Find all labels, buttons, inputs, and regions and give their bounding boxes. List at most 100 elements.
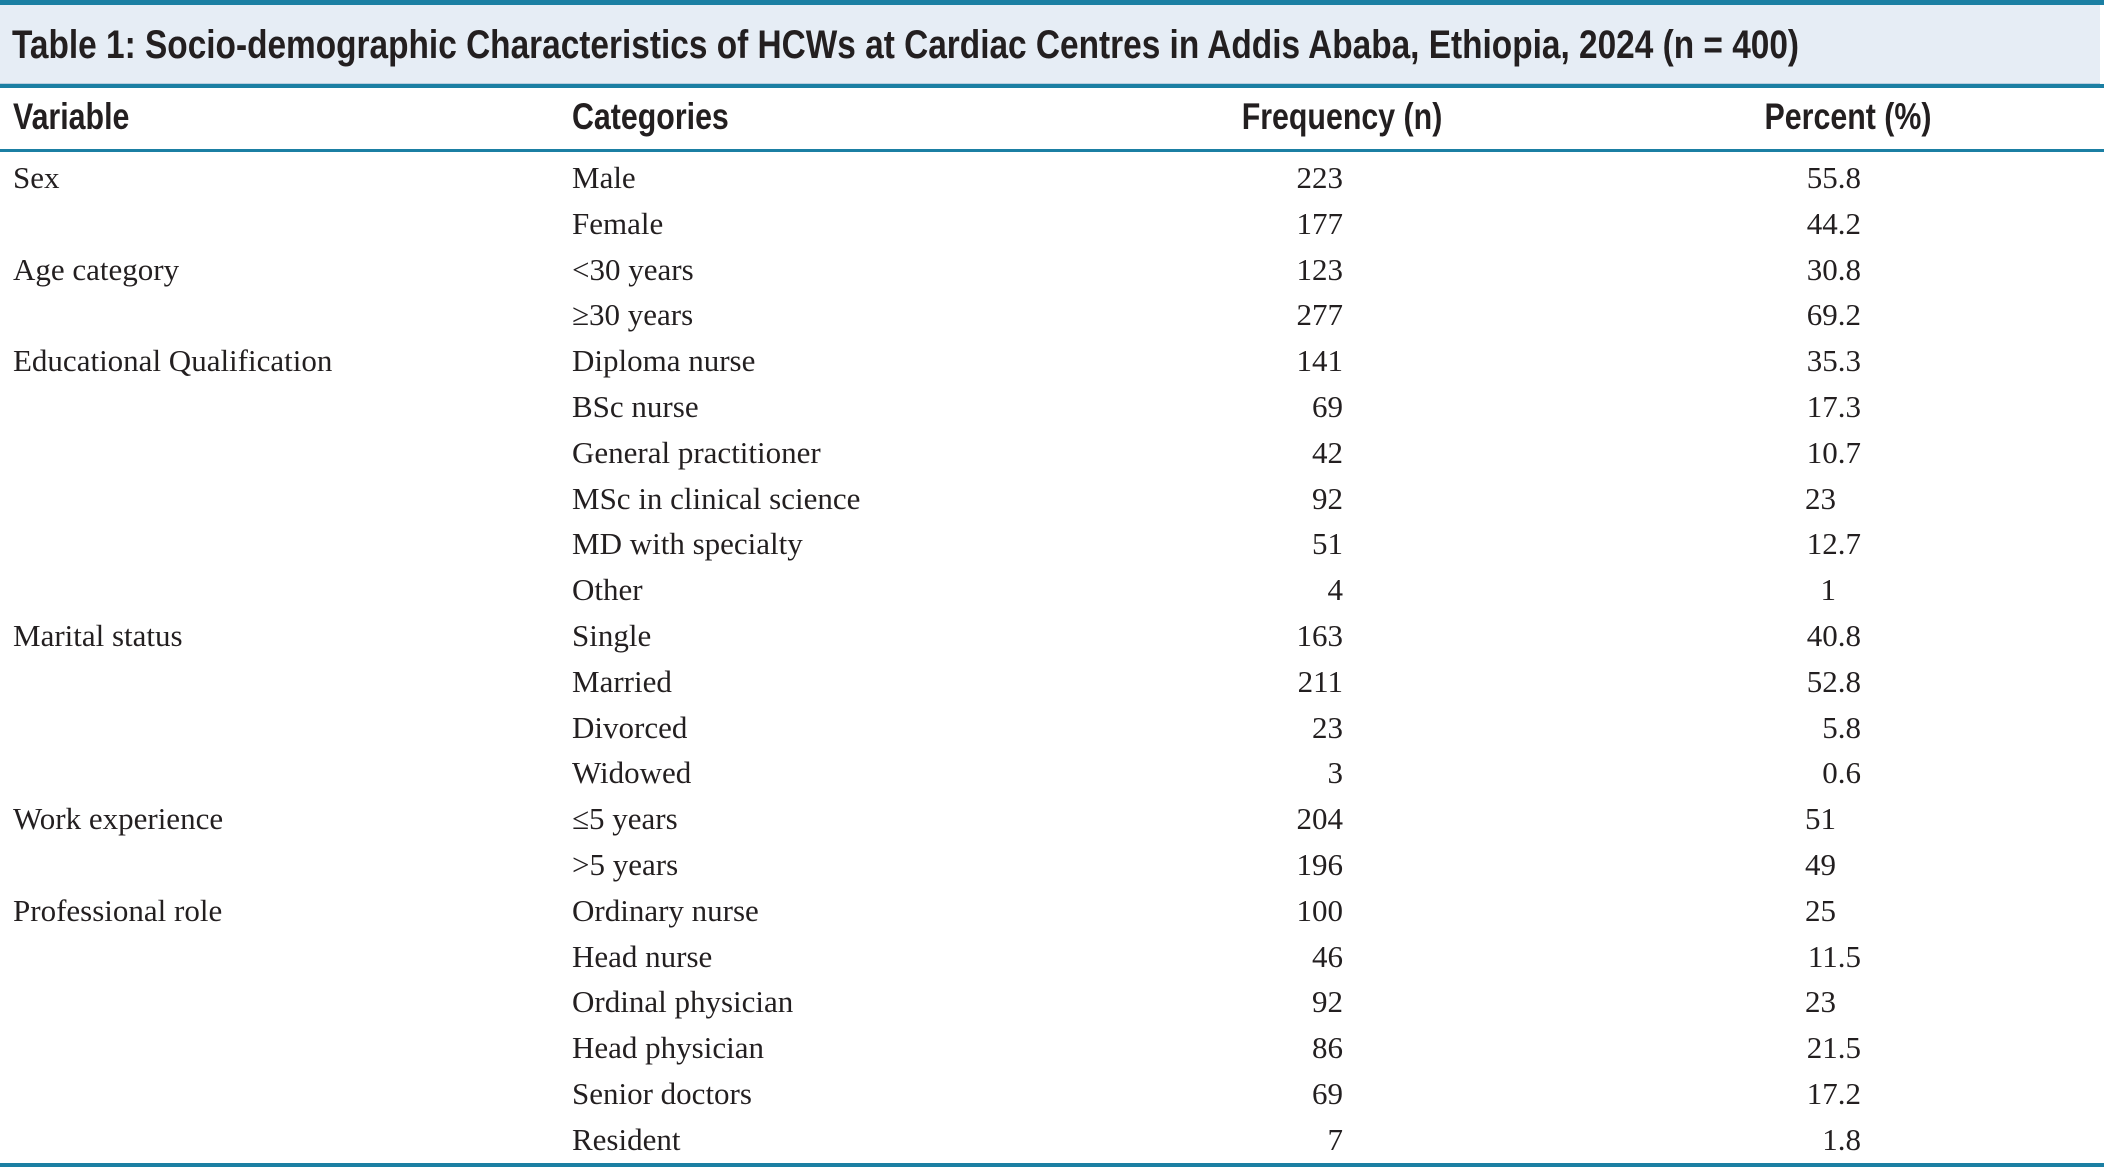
variable-cell: Professional role [13, 892, 223, 928]
percent-cell: 23 [1805, 984, 1836, 1020]
variable-cell: Educational Qualification [13, 343, 333, 379]
frequency-cell: 92 [1312, 984, 1343, 1020]
header-rule [0, 149, 2104, 152]
table-row: BSc nurse 69 17.3 [0, 384, 2104, 430]
frequency-cell: 51 [1312, 526, 1343, 562]
table-row: Head nurse 46 11.5 [0, 934, 2104, 980]
frequency-cell: 141 [1296, 343, 1344, 379]
percent-cell: 5.8 [1822, 709, 1861, 745]
frequency-cell: 204 [1296, 801, 1344, 837]
frequency-cell: 23 [1312, 709, 1343, 745]
table-row: Age category <30 years 123 30.8 [0, 247, 2104, 293]
table-row: General practitioner 42 10.7 [0, 430, 2104, 476]
table-title: Table 1: Socio-demographic Characteristi… [12, 23, 1800, 67]
category-cell: Ordinal physician [572, 984, 794, 1020]
frequency-cell: 223 [1296, 160, 1344, 195]
header-percent: Percent (%) [1764, 96, 1932, 137]
frequency-cell: 211 [1297, 663, 1343, 699]
top-rule [0, 0, 2104, 5]
table-row: MSc in clinical science 92 23 [0, 476, 2104, 522]
percent-cell: 21.5 [1806, 1030, 1861, 1066]
category-cell: Resident [572, 1121, 681, 1157]
category-cell: <30 years [572, 251, 694, 287]
table-row: Resident 7 1.8 [0, 1117, 2104, 1163]
percent-cell: 55.8 [1806, 160, 1861, 195]
table-row: Sex Male 223 55.8 [0, 155, 2104, 201]
table-row: Ordinal physician 92 23 [0, 979, 2104, 1025]
percent-cell: 52.8 [1806, 663, 1861, 699]
category-cell: Senior doctors [572, 1076, 752, 1111]
frequency-cell: 92 [1312, 480, 1343, 516]
variable-cell: Sex [13, 160, 60, 195]
frequency-cell: 69 [1312, 389, 1343, 424]
category-cell: Head physician [572, 1030, 764, 1066]
percent-cell: 17.2 [1806, 1076, 1861, 1111]
category-cell: MD with specialty [572, 526, 803, 562]
category-cell: >5 years [572, 847, 679, 882]
percent-cell: 35.3 [1806, 343, 1861, 379]
frequency-cell: 163 [1296, 618, 1344, 653]
table-row: Marital status Single 163 40.8 [0, 613, 2104, 659]
category-cell: Ordinary nurse [572, 892, 759, 928]
category-cell: Married [572, 663, 672, 699]
header-frequency: Frequency (n) [1241, 96, 1443, 137]
variable-cell: Age category [13, 251, 180, 287]
category-cell: ≥30 years [572, 297, 694, 333]
category-cell: Male [572, 160, 636, 195]
category-cell: ≤5 years [572, 801, 678, 837]
frequency-cell: 46 [1312, 938, 1343, 974]
table-row: Widowed 3 0.6 [0, 750, 2104, 796]
category-cell: Single [572, 618, 652, 653]
variable-cell: Work experience [13, 801, 224, 837]
percent-cell: 69.2 [1806, 297, 1861, 333]
frequency-cell: 196 [1296, 847, 1344, 882]
percent-cell: 1 [1820, 572, 1837, 608]
category-cell: Divorced [572, 709, 688, 745]
percent-cell: 23 [1805, 480, 1836, 516]
category-cell: MSc in clinical science [572, 480, 861, 516]
percent-cell: 10.7 [1806, 434, 1861, 470]
frequency-cell: 100 [1296, 892, 1344, 928]
frequency-cell: 7 [1327, 1121, 1344, 1157]
percent-cell: 25 [1805, 892, 1836, 928]
table-row: >5 years 196 49 [0, 842, 2104, 888]
category-cell: Widowed [572, 755, 692, 791]
percent-cell: 30.8 [1806, 251, 1861, 287]
frequency-cell: 69 [1312, 1076, 1343, 1111]
title-band: Table 1: Socio-demographic Characteristi… [0, 5, 2100, 85]
table-row: Work experience ≤5 years 204 51 [0, 796, 2104, 842]
category-cell: Other [572, 572, 643, 608]
frequency-cell: 4 [1327, 572, 1344, 608]
category-cell: Diploma nurse [572, 343, 756, 379]
category-cell: Head nurse [572, 938, 713, 974]
percent-cell: 49 [1805, 847, 1836, 882]
percent-cell: 0.6 [1822, 755, 1861, 791]
percent-cell: 17.3 [1806, 389, 1861, 424]
category-cell: Female [572, 205, 664, 241]
table-row: MD with specialty 51 12.7 [0, 521, 2104, 567]
table-row: Divorced 23 5.8 [0, 705, 2104, 751]
table-row: Senior doctors 69 17.2 [0, 1071, 2104, 1117]
table-row: Head physician 86 21.5 [0, 1025, 2104, 1071]
table-row: Married 211 52.8 [0, 659, 2104, 705]
title-rule [0, 84, 2104, 88]
table-row: Other 4 1 [0, 567, 2104, 613]
bottom-rule [0, 1163, 2104, 1167]
table-row: Female 177 44.2 [0, 201, 2104, 247]
header-categories: Categories [572, 96, 729, 137]
table-row: Educational Qualification Diploma nurse 14… [0, 338, 2104, 384]
category-cell: BSc nurse [572, 389, 699, 424]
percent-cell: 40.8 [1806, 618, 1861, 653]
table-row: Professional role Ordinary nurse 100 25 [0, 888, 2104, 934]
category-cell: General practitioner [572, 434, 821, 470]
percent-cell: 1.8 [1822, 1121, 1861, 1157]
frequency-cell: 86 [1312, 1030, 1343, 1066]
frequency-cell: 277 [1296, 297, 1344, 333]
percent-cell: 51 [1805, 801, 1836, 837]
table-row: ≥30 years 277 69.2 [0, 292, 2104, 338]
frequency-cell: 123 [1296, 251, 1344, 287]
variable-cell: Marital status [13, 618, 183, 653]
percent-cell: 11.5 [1807, 938, 1861, 974]
percent-cell: 12.7 [1806, 526, 1861, 562]
header-variable: Variable [13, 96, 130, 137]
